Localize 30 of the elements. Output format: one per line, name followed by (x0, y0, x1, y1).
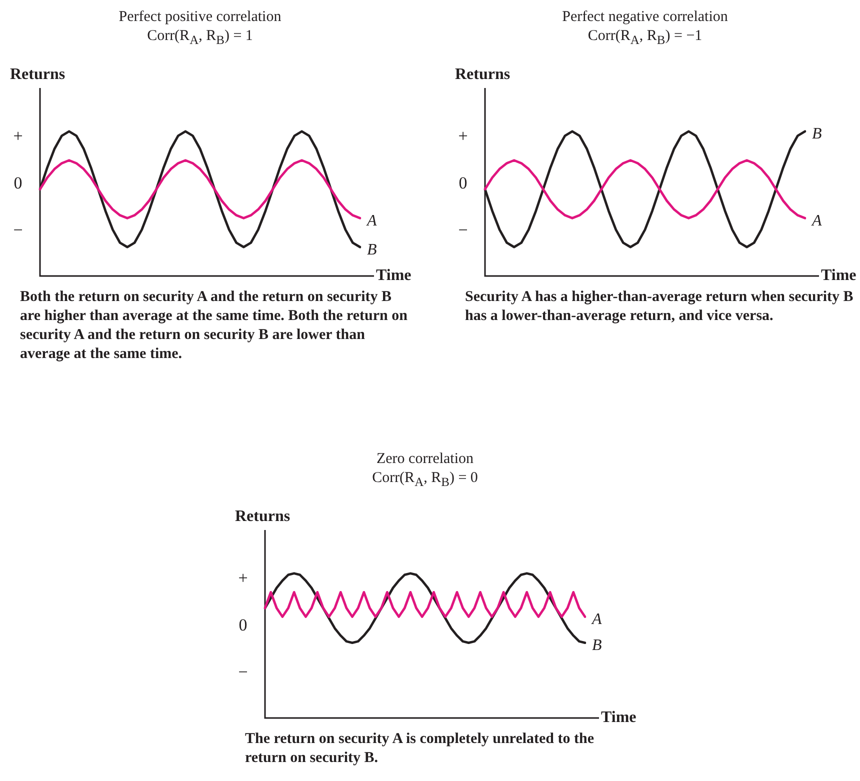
text: − (458, 220, 468, 240)
text: + (238, 568, 248, 588)
text: Both the return on security A and the return on security B are higher than average at the same time. Both the return on security A and the return on security B are lower than average at the same time. (20, 288, 408, 364)
series-label: B (367, 241, 377, 258)
x-axis-title: Time (601, 709, 636, 727)
series-label: B (592, 637, 602, 654)
y-axis-title: Returns (455, 66, 512, 84)
chart-subtitle: Corr(R$_{A}$, R$_{B}$) = 0 (371, 469, 479, 491)
chart-subtitle: Corr(R$_{A}$, R$_{B}$) = 1 (146, 27, 254, 49)
text: The return on security A is completely unrelated to the return on security B. (245, 730, 595, 768)
text: − (238, 662, 248, 682)
chart-title: Zero correlation (375, 450, 475, 469)
text: − (13, 220, 23, 240)
series-label: B (812, 126, 822, 143)
text: + (458, 126, 468, 146)
chart-subtitle: Corr(R$_{A}$, R$_{B}$) = −1 (586, 27, 704, 49)
y-axis-title: Returns (10, 66, 66, 84)
x-axis-title: Time (821, 267, 856, 285)
chart-title: Perfect negative correlation (561, 8, 729, 27)
x-axis-title: Time (376, 267, 412, 285)
text: 0 (458, 173, 468, 192)
text: 0 (238, 615, 248, 634)
series-label: A (591, 610, 602, 628)
series-label: A (811, 212, 822, 230)
chart-title: Perfect positive correlation (118, 8, 282, 27)
text: + (13, 126, 23, 146)
text: Security A has a higher-than-average return when security B has a lower-than-average return, and vice versa. (465, 288, 854, 326)
series-label: A (366, 212, 377, 230)
y-axis-title: Returns (235, 508, 292, 526)
text: 0 (14, 173, 22, 192)
